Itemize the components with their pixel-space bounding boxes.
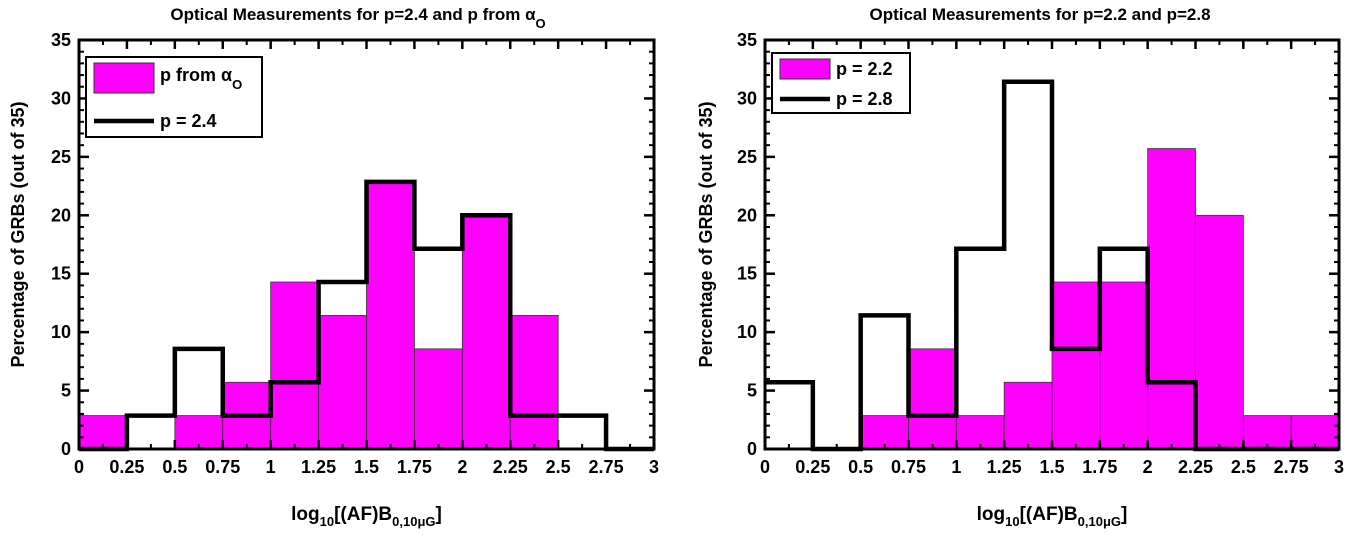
x-tick-label: 2.25	[493, 457, 528, 477]
step-line-series	[765, 79, 1339, 452]
histogram-bar	[908, 348, 957, 450]
histogram-bar	[1242, 415, 1292, 450]
x-tick-label: 0.75	[891, 457, 926, 477]
legend-swatch-filled	[93, 62, 155, 94]
x-tick-label: 1.75	[397, 457, 432, 477]
histogram-bar	[174, 415, 224, 450]
histogram-bar	[270, 281, 319, 450]
x-tick-label: 3	[1334, 457, 1344, 477]
y-tick-label: 5	[61, 381, 71, 401]
histogram-bar	[1195, 214, 1244, 450]
chart-title: Optical Measurements for p=2.4 and p fro…	[170, 5, 545, 31]
x-tick-label: 1.25	[987, 457, 1022, 477]
chart-2: 0 0.25 0.5 0.75 1 1.25 1.5 1.75 2 2.25 2.5 2.75 3051…	[696, 5, 1344, 529]
x-tick-label: 2.5	[546, 457, 571, 477]
legend: p = 2.2 p = 2.8	[771, 52, 911, 114]
x-tick-label: 1.75	[1082, 457, 1117, 477]
y-tick-label: 15	[51, 264, 71, 284]
histogram-bar	[1099, 281, 1149, 450]
histogram-bar	[1290, 415, 1340, 450]
x-tick-label: 1	[266, 457, 276, 477]
x-tick-label: 2.75	[1274, 457, 1309, 477]
x-axis-label: log10[(AF)B0,10μG]	[291, 504, 442, 529]
x-tick-label: 0.25	[109, 457, 144, 477]
x-tick-label: 1.5	[1039, 457, 1064, 477]
x-tick-label: 0	[74, 457, 84, 477]
x-axis-label: log10[(AF)B0,10μG]	[977, 504, 1128, 529]
x-tick-label: 0.5	[162, 457, 187, 477]
y-axis-label: Percentage of GRBs (out of 35)	[696, 101, 716, 367]
legend-label: p = 2.2	[836, 59, 893, 79]
x-tick-label: 1.25	[301, 457, 336, 477]
histogram-bar	[509, 315, 559, 450]
y-tick-label: 30	[51, 88, 71, 108]
y-tick-label: 5	[747, 381, 757, 401]
legend: p from αO p = 2.4	[85, 56, 263, 138]
y-tick-label: 20	[51, 205, 71, 225]
histogram-bar	[860, 415, 909, 450]
histogram-bar	[78, 415, 128, 450]
x-tick-label: 3	[649, 457, 659, 477]
y-tick-label: 25	[737, 147, 757, 167]
x-tick-label: 0	[760, 457, 770, 477]
histogram-bar	[955, 415, 1005, 450]
legend-label: p from αO	[160, 65, 242, 92]
y-axis-label: Percentage of GRBs (out of 35)	[8, 101, 28, 367]
legend-swatch-filled	[779, 58, 831, 80]
histogram-bar	[414, 348, 463, 450]
histogram-bar	[461, 214, 511, 450]
x-tick-label: 2	[1143, 457, 1153, 477]
legend-label: p = 2.4	[160, 111, 217, 131]
legend-label: p = 2.8	[836, 89, 893, 109]
y-tick-label: 25	[51, 147, 71, 167]
histogram-bar	[366, 181, 415, 450]
y-tick-label: 0	[747, 439, 757, 459]
y-tick-label: 10	[51, 322, 71, 342]
step-line-series	[79, 179, 654, 452]
chart-title: Optical Measurements for p=2.2 and p=2.8	[869, 5, 1210, 24]
histogram-bar	[1051, 281, 1101, 450]
chart-1: 0 0.25 0.5 0.75 1 1.25 1.5 1.75 2 2.25 2.5 2.75 3051…	[8, 5, 659, 529]
y-tick-label: 35	[51, 30, 71, 50]
y-tick-label: 20	[737, 205, 757, 225]
x-tick-label: 0.5	[848, 457, 873, 477]
x-tick-label: 2.5	[1231, 457, 1256, 477]
y-tick-label: 15	[737, 264, 757, 284]
x-tick-label: 1	[951, 457, 961, 477]
y-tick-label: 35	[737, 30, 757, 50]
x-tick-label: 2	[457, 457, 467, 477]
x-tick-label: 0.25	[795, 457, 830, 477]
y-tick-label: 30	[737, 88, 757, 108]
x-tick-label: 0.75	[205, 457, 240, 477]
y-tick-label: 10	[737, 322, 757, 342]
x-tick-label: 1.5	[354, 457, 379, 477]
histogram-bar	[1003, 381, 1053, 450]
histogram-bar	[318, 315, 367, 450]
x-tick-label: 2.75	[589, 457, 624, 477]
x-tick-label: 2.25	[1178, 457, 1213, 477]
histogram-bar	[1147, 148, 1196, 450]
y-tick-label: 0	[61, 439, 71, 459]
